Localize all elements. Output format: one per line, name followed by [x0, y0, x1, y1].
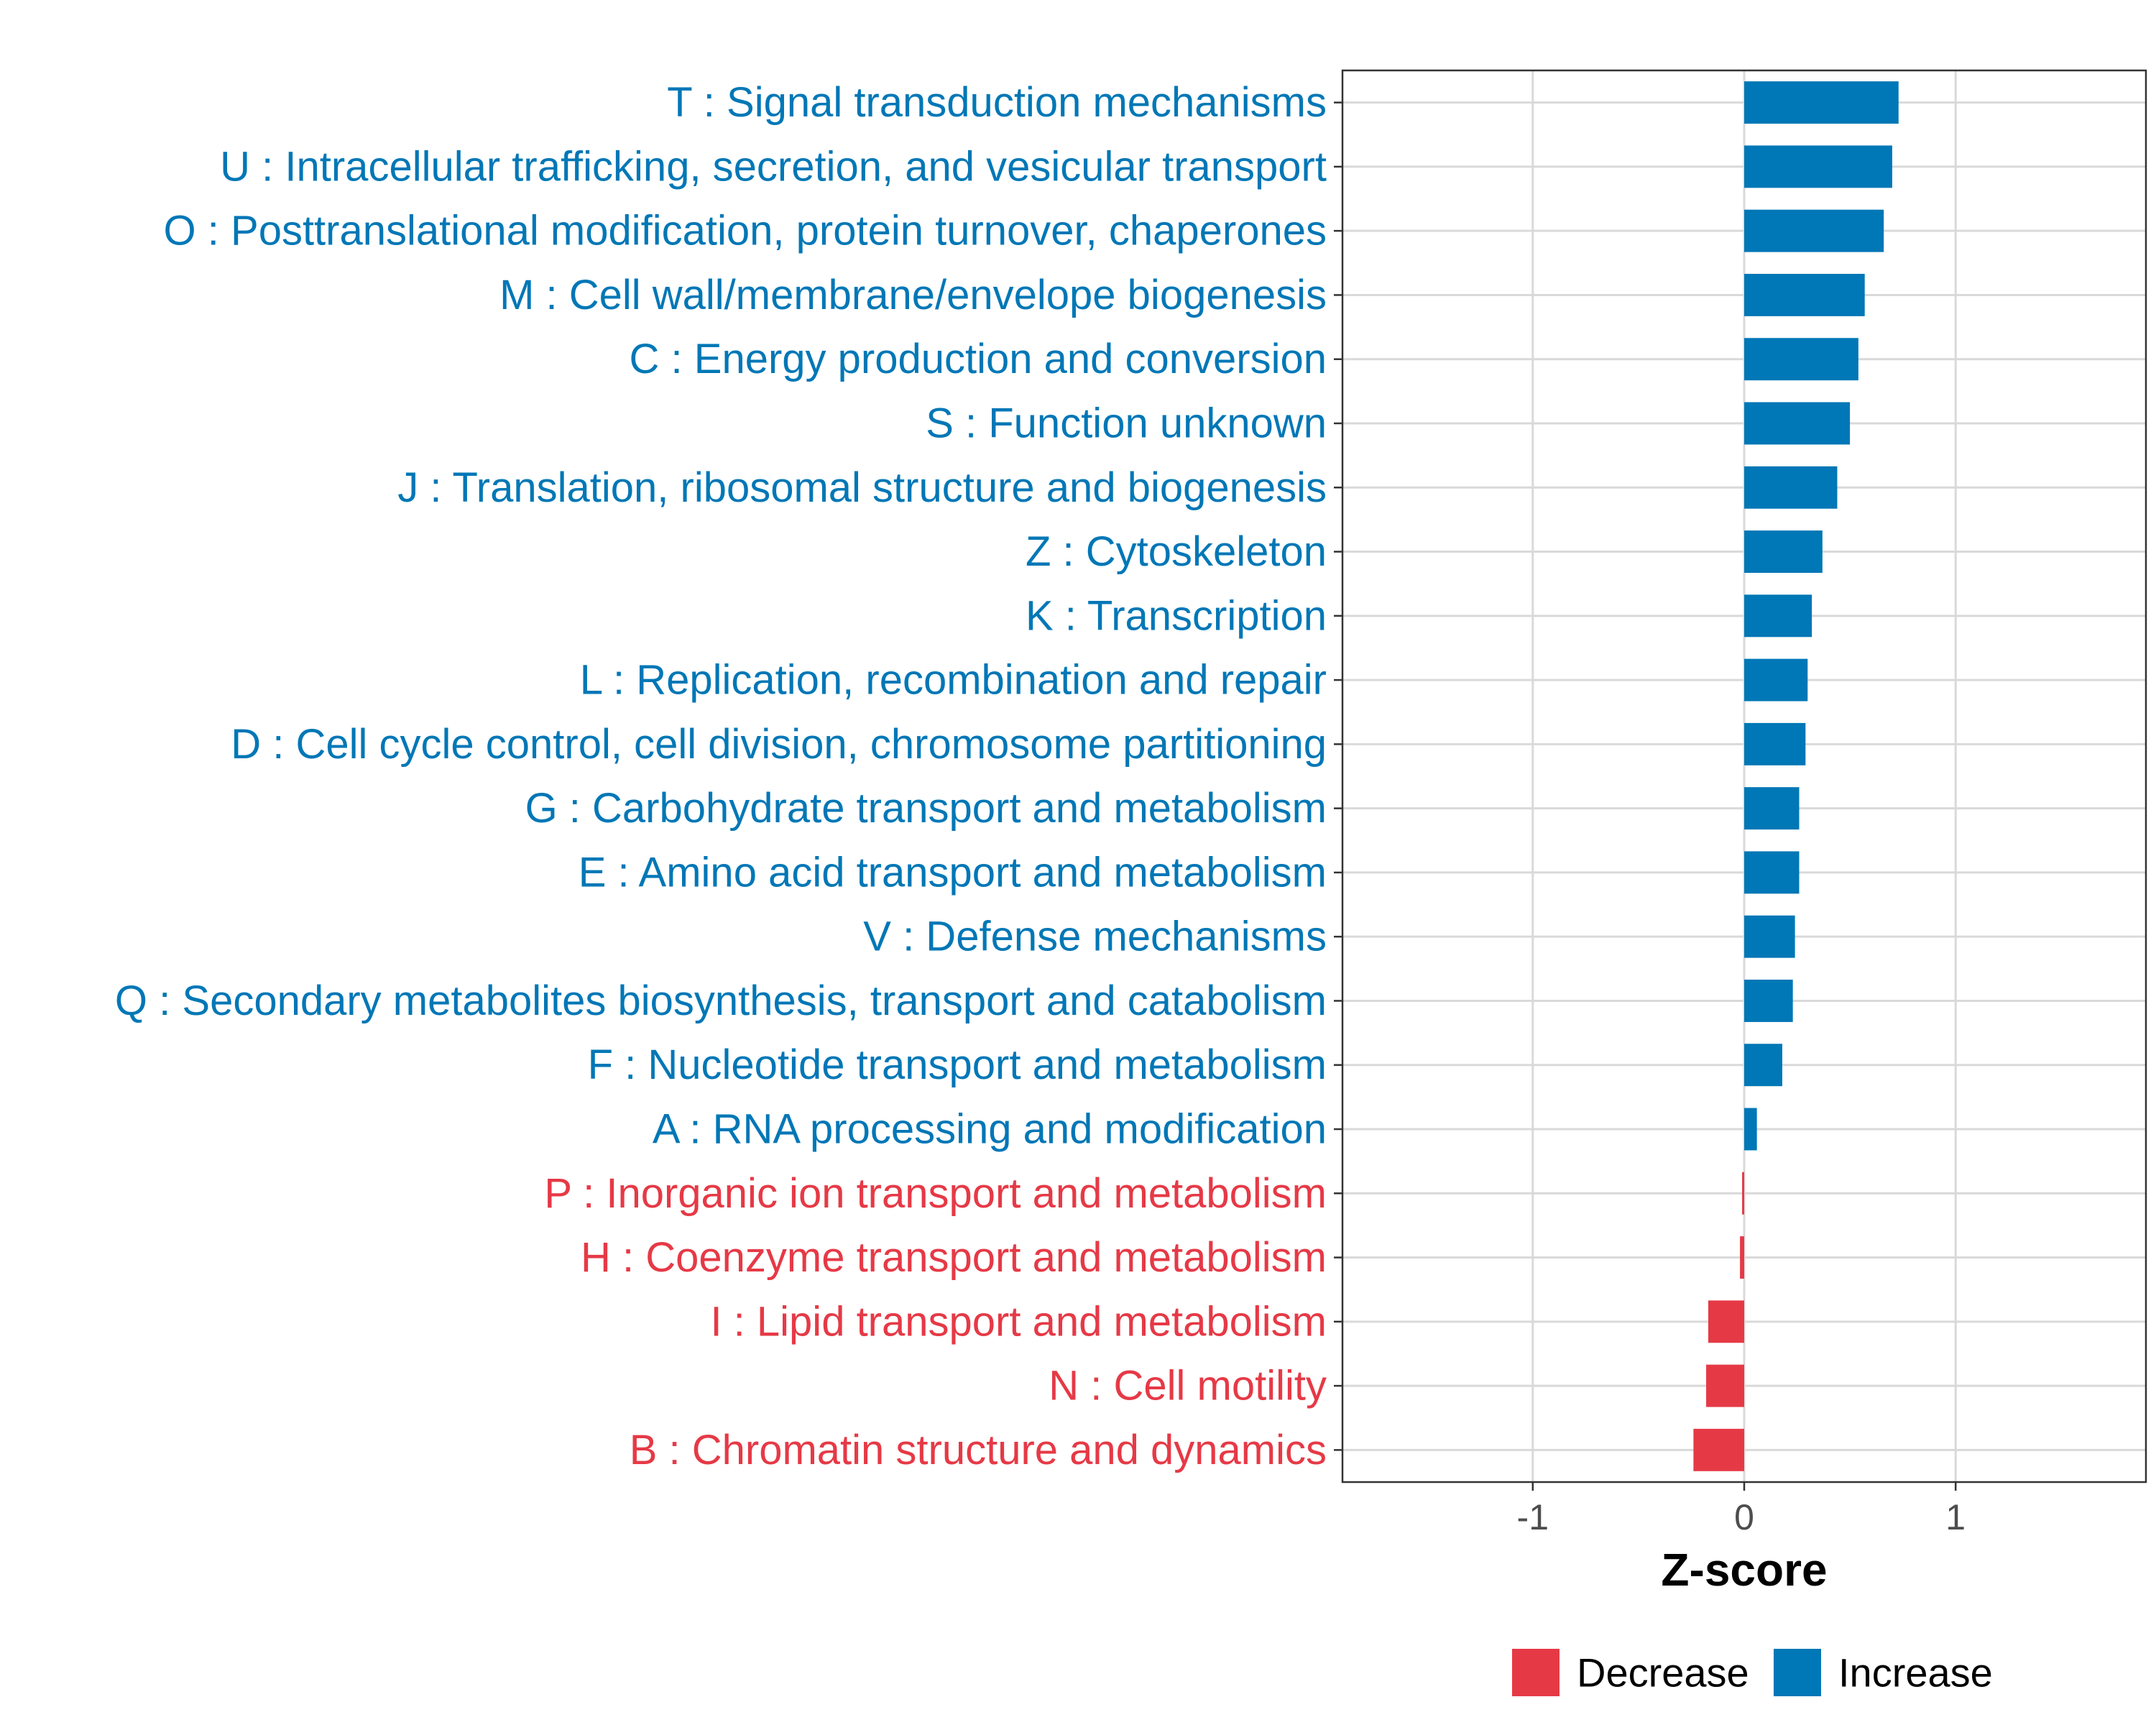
category-label: S : Function unknown: [926, 400, 1327, 447]
bar: [1742, 1172, 1744, 1215]
x-tick-label: 0: [1734, 1497, 1754, 1537]
category-label: C : Energy production and conversion: [630, 336, 1327, 382]
bar: [1744, 273, 1865, 316]
bar: [1744, 851, 1800, 894]
bar: [1744, 722, 1806, 765]
category-label: I : Lipid transport and metabolism: [710, 1298, 1327, 1345]
x-tick-label: 1: [1945, 1497, 1966, 1537]
category-label: Z : Cytoskeleton: [1026, 528, 1327, 575]
x-axis-title: Z-score: [1661, 1544, 1827, 1596]
category-label: T : Signal transduction mechanisms: [667, 79, 1327, 126]
category-label: V : Defense mechanisms: [863, 914, 1327, 960]
bar: [1744, 402, 1851, 445]
legend-swatch-increase: [1774, 1649, 1821, 1696]
category-label: A : RNA processing and modification: [653, 1106, 1327, 1153]
bar: [1744, 787, 1800, 830]
bar: [1744, 1044, 1782, 1087]
legend-swatch-decrease: [1512, 1649, 1560, 1696]
bar: [1744, 979, 1793, 1022]
category-label: U : Intracellular trafficking, secretion…: [220, 143, 1327, 190]
bar: [1740, 1236, 1744, 1279]
bar: [1744, 658, 1808, 702]
legend-label-increase: Increase: [1838, 1650, 1993, 1696]
category-label: M : Cell wall/membrane/envelope biogenes…: [499, 272, 1327, 318]
bar: [1744, 594, 1812, 638]
bar: [1744, 81, 1899, 124]
bar: [1744, 145, 1892, 188]
category-label: N : Cell motility: [1049, 1363, 1327, 1409]
y-axis-ticks: [1334, 101, 1342, 1451]
bar: [1744, 466, 1838, 509]
category-label: O : Posttranslational modification, prot…: [164, 208, 1327, 254]
category-label: P : Inorganic ion transport and metaboli…: [544, 1170, 1327, 1217]
category-label: K : Transcription: [1026, 592, 1327, 639]
category-label: H : Coenzyme transport and metabolism: [581, 1234, 1327, 1281]
bar: [1744, 915, 1795, 958]
bar: [1706, 1364, 1744, 1407]
bar: [1693, 1428, 1744, 1471]
bar: [1744, 338, 1858, 381]
category-label: F : Nucleotide transport and metabolism: [588, 1041, 1327, 1088]
category-label: Q : Secondary metabolites biosynthesis, …: [115, 978, 1327, 1024]
category-label: B : Chromatin structure and dynamics: [630, 1427, 1327, 1473]
bar: [1744, 209, 1884, 252]
x-tick-label: -1: [1517, 1497, 1549, 1537]
category-label: J : Translation, ribosomal structure and…: [397, 464, 1327, 511]
category-label: D : Cell cycle control, cell division, c…: [231, 721, 1327, 768]
legend: Decrease Increase: [1512, 1649, 1993, 1696]
bar: [1744, 530, 1823, 574]
category-label: G : Carbohydrate transport and metabolis…: [525, 785, 1327, 832]
category-label: L : Replication, recombination and repai…: [580, 657, 1327, 704]
bars: [1693, 81, 1899, 1471]
x-axis: -1 0 1: [1517, 1482, 1966, 1537]
bar: [1744, 1108, 1757, 1151]
bar: [1708, 1300, 1744, 1343]
category-label: E : Amino acid transport and metabolism: [579, 849, 1327, 896]
category-labels: T : Signal transduction mechanisms U : In…: [115, 79, 1327, 1473]
legend-label-decrease: Decrease: [1577, 1650, 1749, 1696]
